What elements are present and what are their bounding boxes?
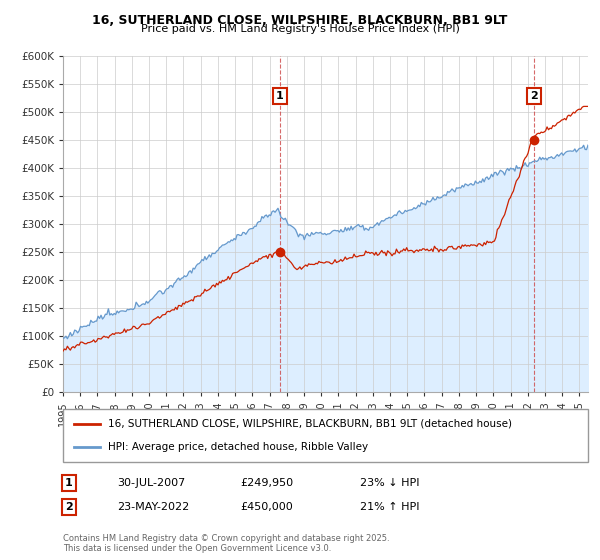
- Text: Contains HM Land Registry data © Crown copyright and database right 2025.
This d: Contains HM Land Registry data © Crown c…: [63, 534, 389, 553]
- FancyBboxPatch shape: [63, 409, 588, 462]
- Text: Price paid vs. HM Land Registry's House Price Index (HPI): Price paid vs. HM Land Registry's House …: [140, 24, 460, 34]
- Text: 1: 1: [275, 91, 283, 101]
- Text: 16, SUTHERLAND CLOSE, WILPSHIRE, BLACKBURN, BB1 9LT: 16, SUTHERLAND CLOSE, WILPSHIRE, BLACKBU…: [92, 14, 508, 27]
- Text: 16, SUTHERLAND CLOSE, WILPSHIRE, BLACKBURN, BB1 9LT (detached house): 16, SUTHERLAND CLOSE, WILPSHIRE, BLACKBU…: [107, 419, 512, 429]
- Text: 2: 2: [530, 91, 538, 101]
- Text: 2: 2: [65, 502, 73, 512]
- Text: £249,950: £249,950: [240, 478, 293, 488]
- Text: 21% ↑ HPI: 21% ↑ HPI: [360, 502, 419, 512]
- Text: 23-MAY-2022: 23-MAY-2022: [117, 502, 189, 512]
- Text: 1: 1: [65, 478, 73, 488]
- Text: £450,000: £450,000: [240, 502, 293, 512]
- Text: 30-JUL-2007: 30-JUL-2007: [117, 478, 185, 488]
- Text: 23% ↓ HPI: 23% ↓ HPI: [360, 478, 419, 488]
- Text: HPI: Average price, detached house, Ribble Valley: HPI: Average price, detached house, Ribb…: [107, 442, 368, 452]
